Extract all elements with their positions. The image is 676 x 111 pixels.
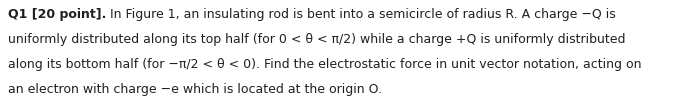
- Text: In Figure 1, an insulating rod is bent into a semicircle of radius R. A charge −: In Figure 1, an insulating rod is bent i…: [106, 8, 616, 21]
- Text: uniformly distributed along its top half (for 0 < θ < π/2) while a charge +Q is : uniformly distributed along its top half…: [8, 33, 625, 46]
- Text: an electron with charge −e which is located at the origin O.: an electron with charge −e which is loca…: [8, 83, 382, 96]
- Text: along its bottom half (for −π/2 < θ < 0). Find the electrostatic force in unit v: along its bottom half (for −π/2 < θ < 0)…: [8, 58, 642, 71]
- Text: Q1 [20 point].: Q1 [20 point].: [8, 8, 106, 21]
